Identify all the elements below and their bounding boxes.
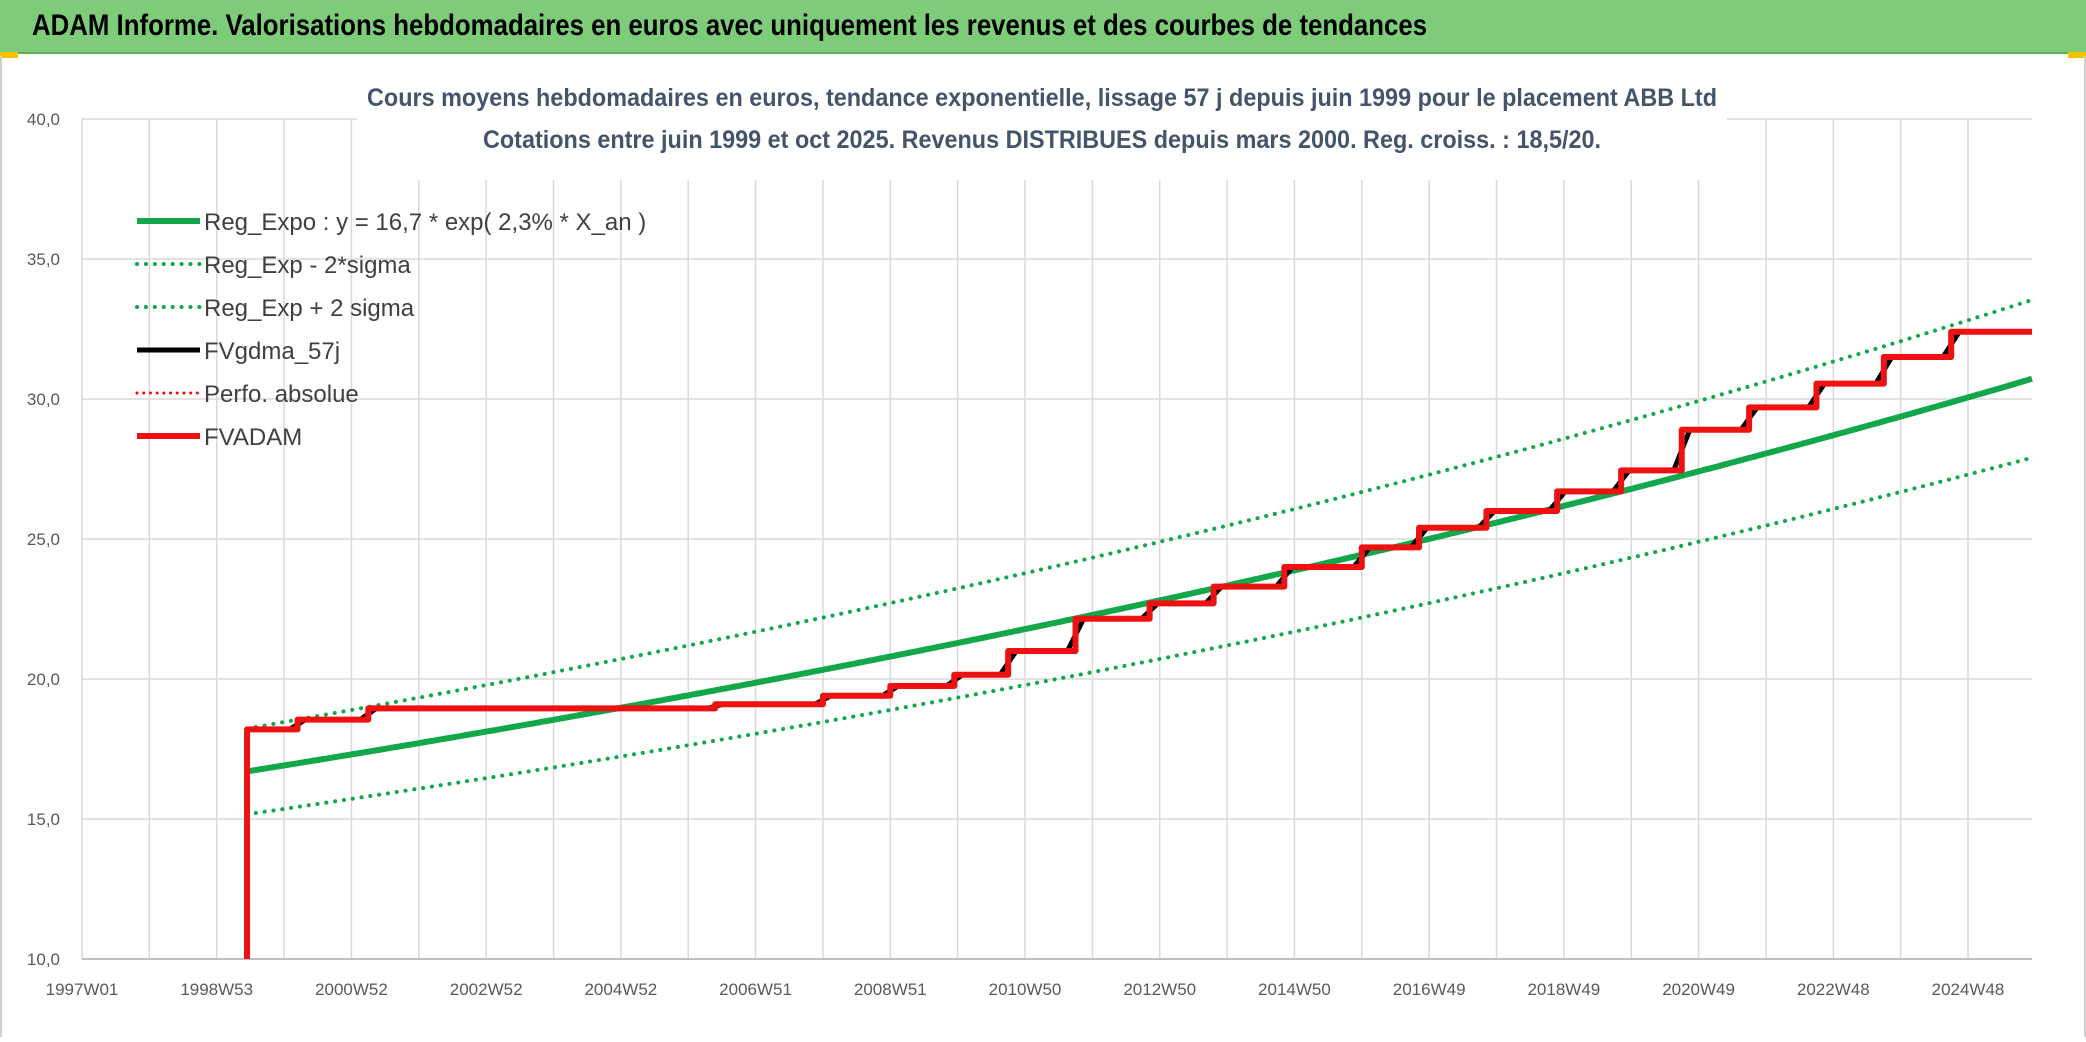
y-tick-label: 15,0 [27,810,60,829]
line-chart: 10,0 15,0 20,0 25,0 30,0 35,0 40,0 1997W01 1998… [27,80,2034,999]
y-tick-label: 25,0 [27,530,60,549]
series-fvadam [244,328,2032,959]
x-tick-label: 1997W01 [46,980,119,999]
title-background [357,80,1727,180]
y-tick-label: 20,0 [27,670,60,689]
series-lines [244,298,2034,959]
banner-title: ADAM Informe. Valorisations hebdomadaire… [32,9,1428,42]
title-banner: ADAM Informe. Valorisations hebdomadaire… [0,0,2086,54]
x-tick-label: 2018W49 [1527,980,1600,999]
legend-label: Perfo. absolue [204,381,359,408]
legend-label: Reg_Expo : y = 16,7 * exp( 2,3% * X_an ) [204,209,646,236]
y-tick-label: 40,0 [27,110,60,129]
chart-subtitle: Cotations entre juin 1999 et oct 2025. R… [483,126,1601,154]
x-tick-label: 2014W50 [1258,980,1331,999]
legend-label: FVgdma_57j [204,338,340,365]
x-tick-label: 2010W50 [989,980,1062,999]
y-tick-label: 10,0 [27,950,60,969]
y-tick-label: 35,0 [27,250,60,269]
legend-label: Reg_Exp - 2*sigma [204,252,411,279]
x-tick-label: 2004W52 [584,980,657,999]
y-tick-label: 30,0 [27,390,60,409]
series-fvgdma [244,329,2032,959]
chart-legend: Reg_Expo : y = 16,7 * exp( 2,3% * X_an )… [135,209,646,451]
x-axis-ticks: 1997W01 1998W53 2000W52 2002W52 2004W52 2006W… [46,980,2005,999]
corner-mark-left [0,52,18,58]
x-tick-label: 2012W50 [1123,980,1196,999]
chart-title: Cours moyens hebdomadaires en euros, ten… [367,84,1717,112]
series-regression [246,375,2033,775]
chart-area: 10,0 15,0 20,0 25,0 30,0 35,0 40,0 1997W01 1998… [0,56,2086,1037]
grid-lines [81,118,2032,960]
corner-mark-right [2068,52,2086,58]
x-tick-label: 2024W48 [1932,980,2005,999]
series-lower-band [245,455,2034,817]
x-tick-label: 2002W52 [450,980,523,999]
x-tick-label: 2008W51 [854,980,927,999]
y-axis-ticks: 10,0 15,0 20,0 25,0 30,0 35,0 40,0 [27,110,60,969]
legend-label: Reg_Exp + 2 sigma [204,295,415,322]
x-tick-label: 2020W49 [1662,980,1735,999]
x-tick-label: 2022W48 [1797,980,1870,999]
x-tick-label: 2000W52 [315,980,388,999]
x-tick-label: 2006W51 [719,980,792,999]
x-tick-label: 2016W49 [1393,980,1466,999]
series-upper-band [245,298,2034,731]
legend-label: FVADAM [204,424,302,451]
x-tick-label: 1998W53 [180,980,253,999]
